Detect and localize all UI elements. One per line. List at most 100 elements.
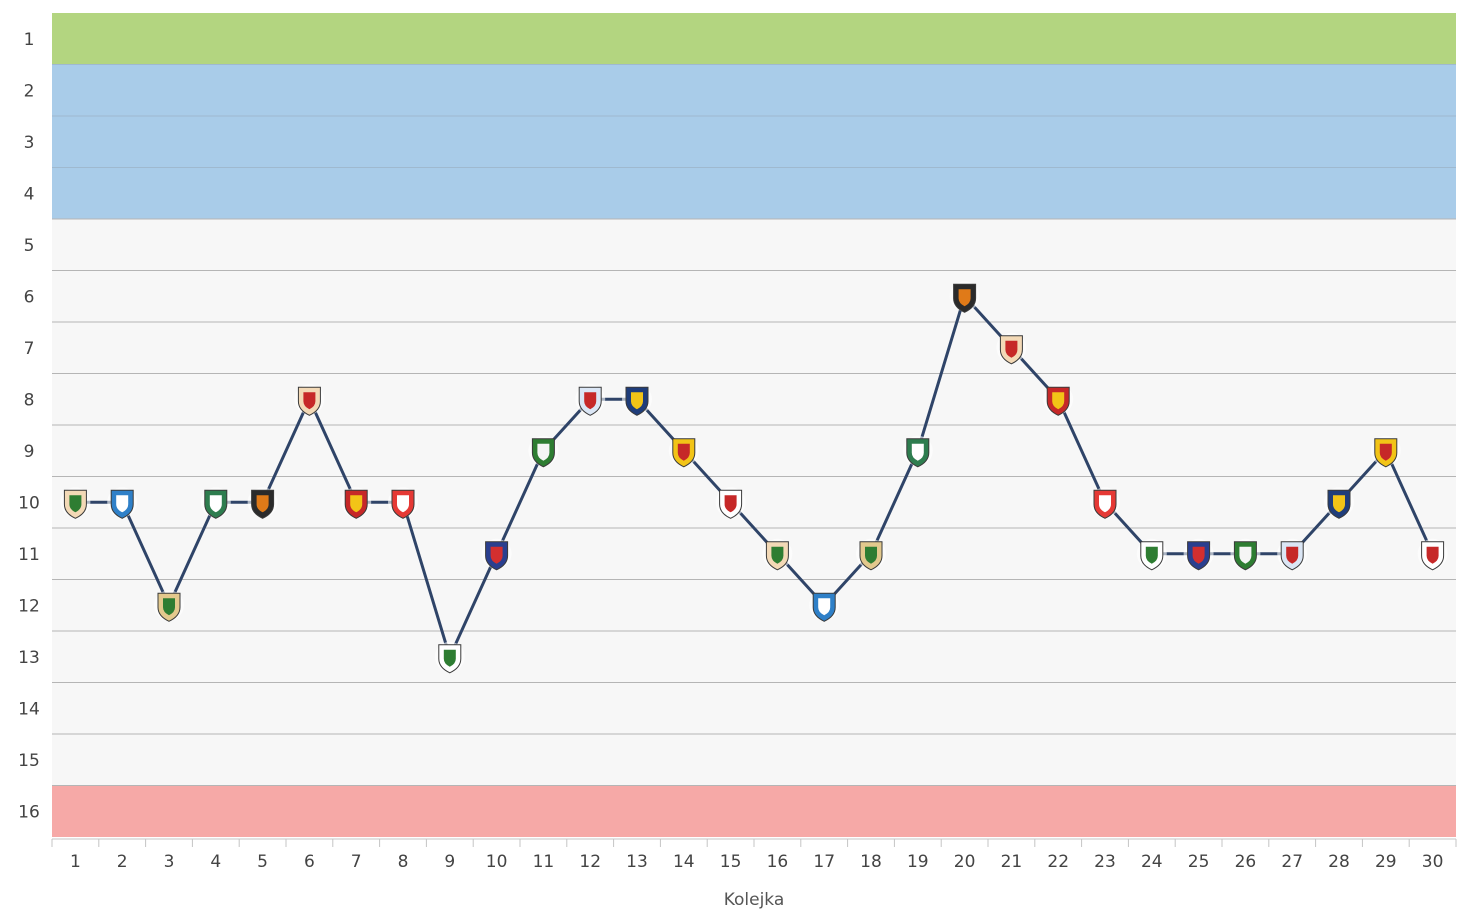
club-crest-icon [200,487,231,519]
club-crest-icon [902,435,933,468]
x-tick-label: 5 [257,852,268,872]
club-markers [60,281,1448,674]
club-crest-icon [154,590,184,622]
x-tick-label: 17 [813,852,835,872]
crest-emblem [1052,392,1065,410]
crest-emblem [1192,546,1205,564]
y-tick-label: 6 [24,287,35,307]
crest-emblem [677,443,690,461]
club-crest-icon [434,641,465,674]
x-tick-label: 14 [673,852,695,872]
crest-emblem [350,495,363,513]
y-tick-label: 4 [24,184,35,204]
crest-emblem [163,598,175,616]
x-tick-label: 18 [860,852,882,872]
club-crest-icon [1090,487,1120,519]
x-tick-label: 21 [1001,852,1023,872]
club-crest-icon [762,538,793,571]
club-crest-icon [60,487,91,519]
club-crest-icon [1183,538,1214,571]
x-tick-label: 22 [1047,852,1069,872]
club-crest-icon [622,384,652,416]
club-crest-icon [1277,538,1308,571]
crest-emblem [69,495,82,513]
y-tick-label: 2 [24,81,35,101]
club-crest-icon [1417,538,1448,571]
crest-emblem [537,443,550,461]
crest-emblem [1145,546,1158,564]
club-crest-icon [247,487,278,519]
y-tick-label: 16 [18,802,40,822]
x-tick-label: 29 [1375,852,1397,872]
club-crest-icon [949,281,980,313]
x-tick-label: 7 [351,852,362,872]
x-tick-label: 4 [210,852,221,872]
crest-emblem [865,546,877,564]
x-tick-label: 15 [720,852,742,872]
club-crest-icon [528,435,559,468]
crest-emblem [1239,546,1252,564]
club-crest-icon [107,487,138,519]
club-crest-icon [1043,384,1074,416]
x-tick-label: 12 [579,852,601,872]
club-crest-icon [388,487,418,519]
position-band [52,219,1456,786]
x-tick-label: 11 [533,852,555,872]
club-crest-icon [481,538,512,571]
club-crest-icon [341,487,372,519]
x-tick-label: 24 [1141,852,1163,872]
club-crest-icon [856,538,886,571]
y-tick-label: 8 [24,390,35,410]
x-tick-label: 19 [907,852,929,872]
x-tick-label: 25 [1188,852,1210,872]
x-tick-label: 23 [1094,852,1116,872]
x-tick-label: 10 [486,852,508,872]
club-crest-icon [575,384,606,416]
y-tick-label: 3 [24,133,35,153]
crest-emblem [1333,495,1345,513]
y-tick-label: 9 [24,442,35,462]
crest-emblem [116,495,129,513]
x-tick-label: 28 [1328,852,1350,872]
crest-emblem [1379,443,1392,461]
club-crest-icon [996,332,1027,365]
y-tick-label: 7 [24,339,35,359]
crest-emblem [209,495,222,513]
y-tick-label: 1 [24,30,35,50]
x-tick-label: 3 [164,852,175,872]
x-tick-label: 26 [1235,852,1257,872]
y-tick-label: 15 [18,751,40,771]
crest-emblem [958,289,971,307]
y-tick-label: 11 [18,545,40,565]
club-crest-icon [809,590,840,622]
x-tick-label: 27 [1281,852,1303,872]
x-tick-label: 8 [398,852,409,872]
crest-emblem [443,649,456,667]
crest-emblem [1286,546,1299,564]
crest-emblem [724,495,737,513]
crest-emblem [256,495,269,513]
position-bands [52,13,1456,837]
crest-emblem [584,392,597,410]
crest-emblem [771,546,784,564]
crest-emblem [490,546,503,564]
y-tick-label: 5 [24,236,35,256]
grid-lines [52,64,1456,786]
x-tick-label: 2 [117,852,128,872]
y-tick-label: 10 [18,493,40,513]
club-crest-icon [294,384,325,416]
crest-emblem [1005,340,1018,358]
club-crest-icon [1324,487,1354,519]
x-tick-label: 6 [304,852,315,872]
position-band [52,785,1456,837]
club-crest-icon [668,435,699,468]
club-crest-icon [1370,435,1401,468]
crest-emblem [1426,546,1439,564]
club-crest-icon [1230,538,1261,571]
position-band [52,13,1456,65]
x-tick-label: 13 [626,852,648,872]
y-tick-label: 14 [18,699,40,719]
crest-emblem [911,443,924,461]
